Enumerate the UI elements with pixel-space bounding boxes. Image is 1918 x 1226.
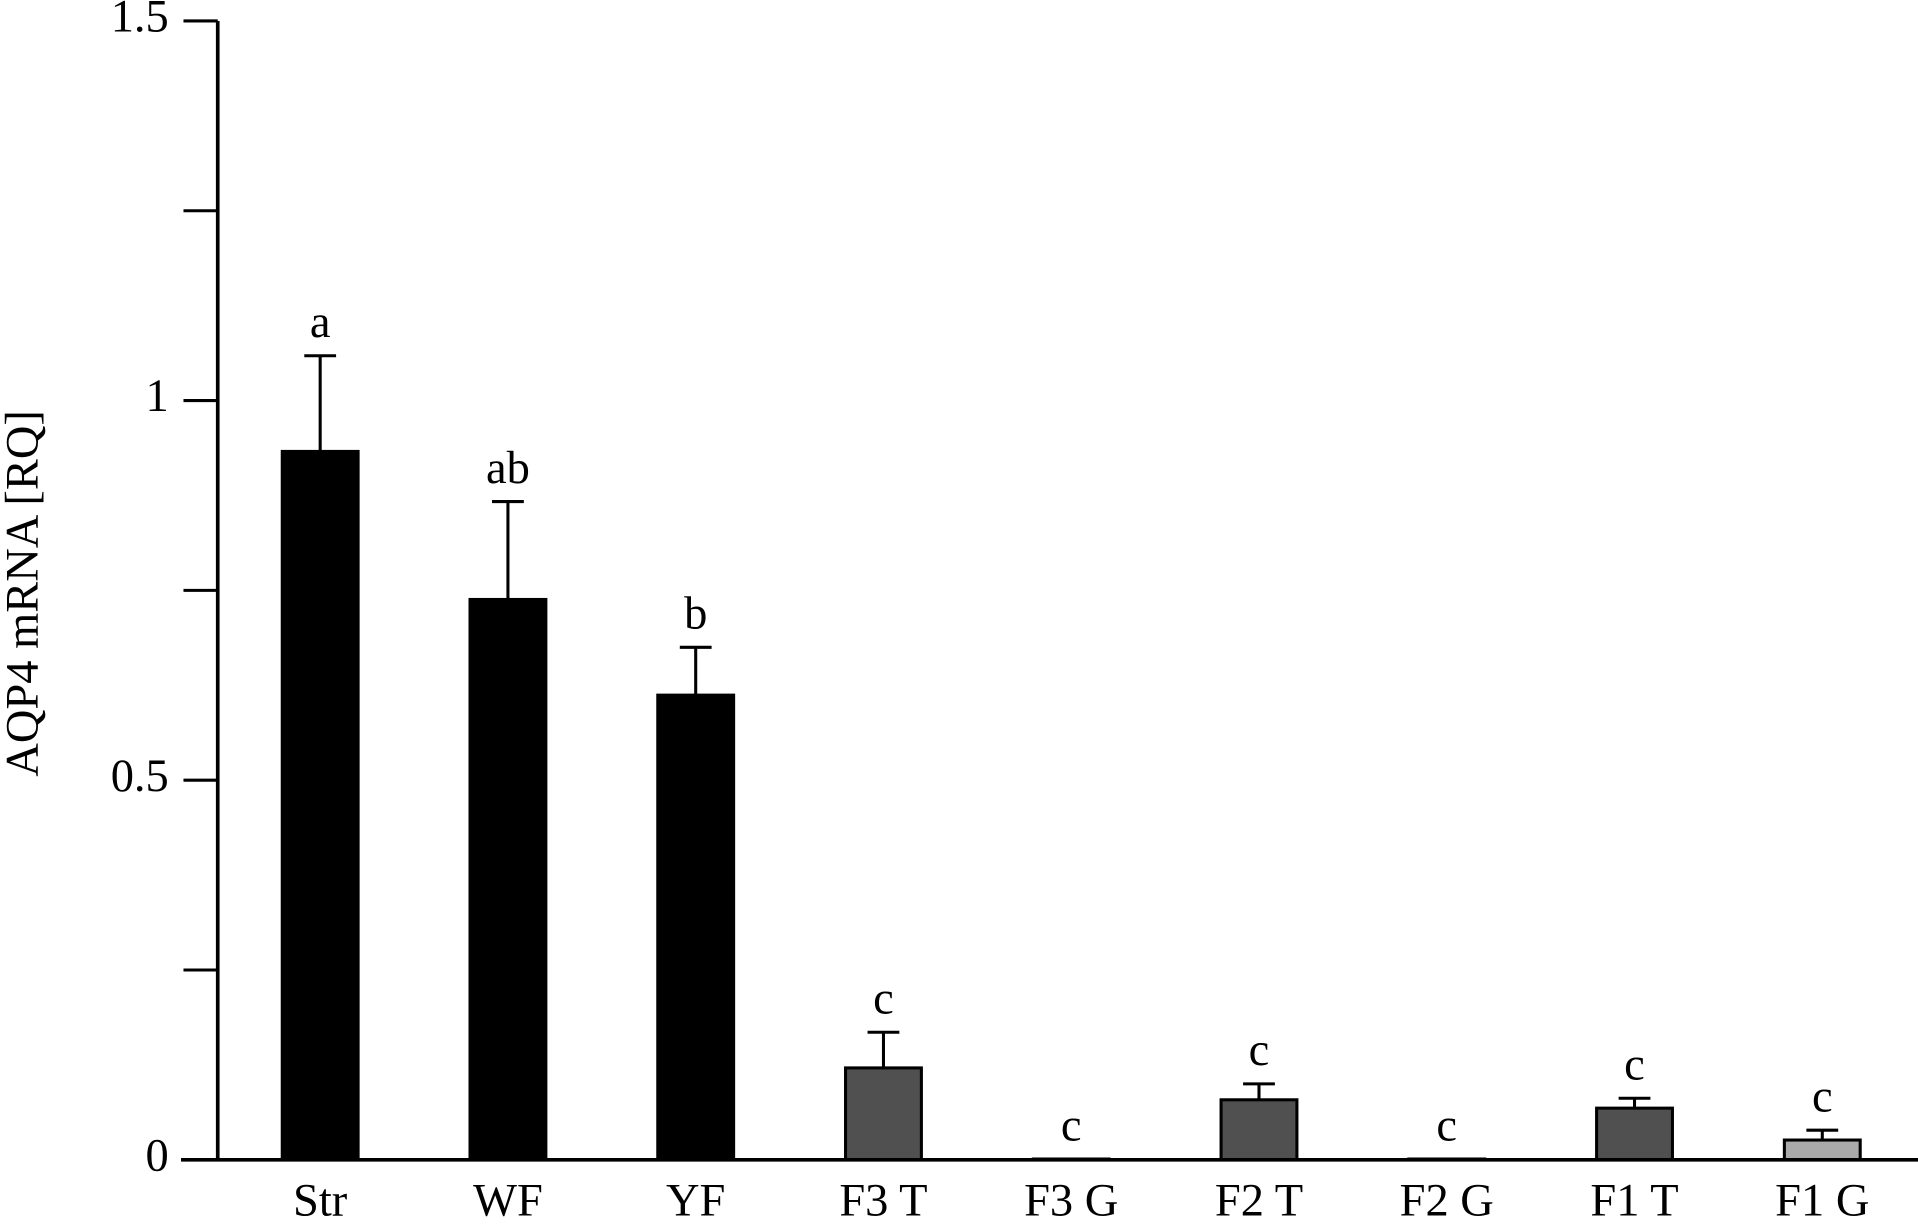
significance-letter: c — [1061, 1100, 1082, 1151]
x-tick-label: YF — [666, 1176, 725, 1226]
y-axis-label: AQP4 mRNA [RQ] — [0, 410, 49, 777]
significance-letter: c — [873, 974, 894, 1025]
bar — [1219, 1098, 1299, 1162]
bar — [468, 597, 548, 1162]
significance-letter: b — [684, 589, 707, 640]
y-tick-label: 1 — [146, 371, 169, 422]
significance-letter: c — [1249, 1025, 1270, 1076]
bar — [656, 693, 736, 1162]
significance-letter: c — [1436, 1100, 1457, 1151]
x-tick-label: WF — [473, 1176, 543, 1226]
x-tick-label: F1 T — [1590, 1176, 1678, 1226]
x-tick-label: F3 T — [839, 1176, 927, 1226]
significance-letter: ab — [486, 443, 530, 494]
y-tick-label: 0 — [146, 1130, 169, 1181]
x-tick-label: Str — [293, 1176, 348, 1226]
significance-letter: c — [1812, 1071, 1833, 1122]
x-tick-label: F2 T — [1215, 1176, 1303, 1226]
bar — [844, 1066, 923, 1162]
bar — [280, 449, 360, 1162]
significance-letter: c — [1624, 1040, 1645, 1091]
bar — [1782, 1138, 1862, 1162]
y-tick-label: 1.5 — [111, 0, 169, 43]
bar — [1595, 1106, 1674, 1162]
y-tick-label: 0.5 — [111, 751, 169, 802]
x-tick-label: F1 G — [1775, 1176, 1869, 1226]
x-tick-label: F2 G — [1400, 1176, 1494, 1226]
significance-letter: a — [310, 297, 331, 348]
x-tick-label: F3 G — [1024, 1176, 1118, 1226]
